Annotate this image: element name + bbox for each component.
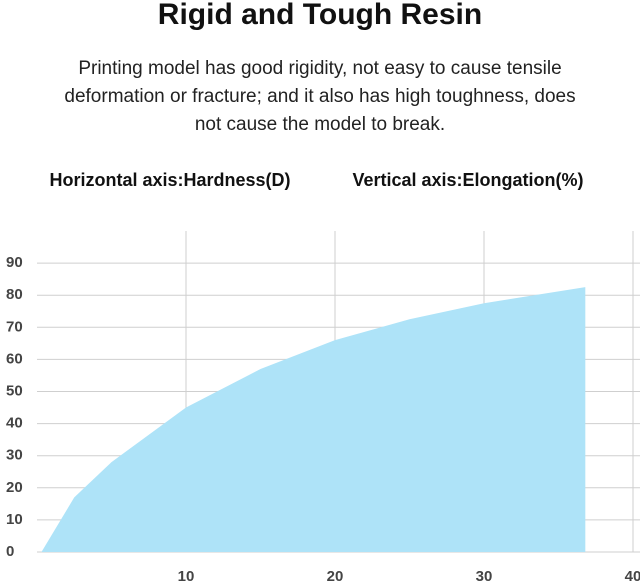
x-tick-label: 40 [625, 568, 640, 585]
subtitle-line: not cause the model to break. [195, 114, 445, 135]
y-tick-label: 30 [6, 447, 23, 464]
x-axis-note: Horizontal axis:Hardness(D) [49, 170, 290, 190]
y-tick-label: 40 [6, 415, 23, 432]
y-tick-label: 0 [6, 543, 14, 560]
subtitle-line: Printing model has good rigidity, not ea… [78, 58, 561, 79]
y-tick-label: 70 [6, 318, 23, 335]
area [41, 287, 586, 552]
y-tick-label: 80 [6, 286, 23, 303]
y-axis-note: Vertical axis:Elongation(%) [352, 170, 583, 190]
y-tick-label: 90 [6, 254, 23, 271]
subtitle-line: deformation or fracture; and it also has… [64, 86, 575, 107]
y-tick-label: 60 [6, 350, 23, 367]
x-tick-label: 20 [327, 568, 344, 585]
y-tick-label: 50 [6, 382, 23, 399]
y-tick-label: 20 [6, 479, 23, 496]
x-tick-label: 30 [476, 568, 493, 585]
x-tick-label: 10 [178, 568, 195, 585]
y-tick-label: 10 [6, 511, 23, 528]
chart-title: Rigid and Tough Resin [158, 0, 482, 31]
